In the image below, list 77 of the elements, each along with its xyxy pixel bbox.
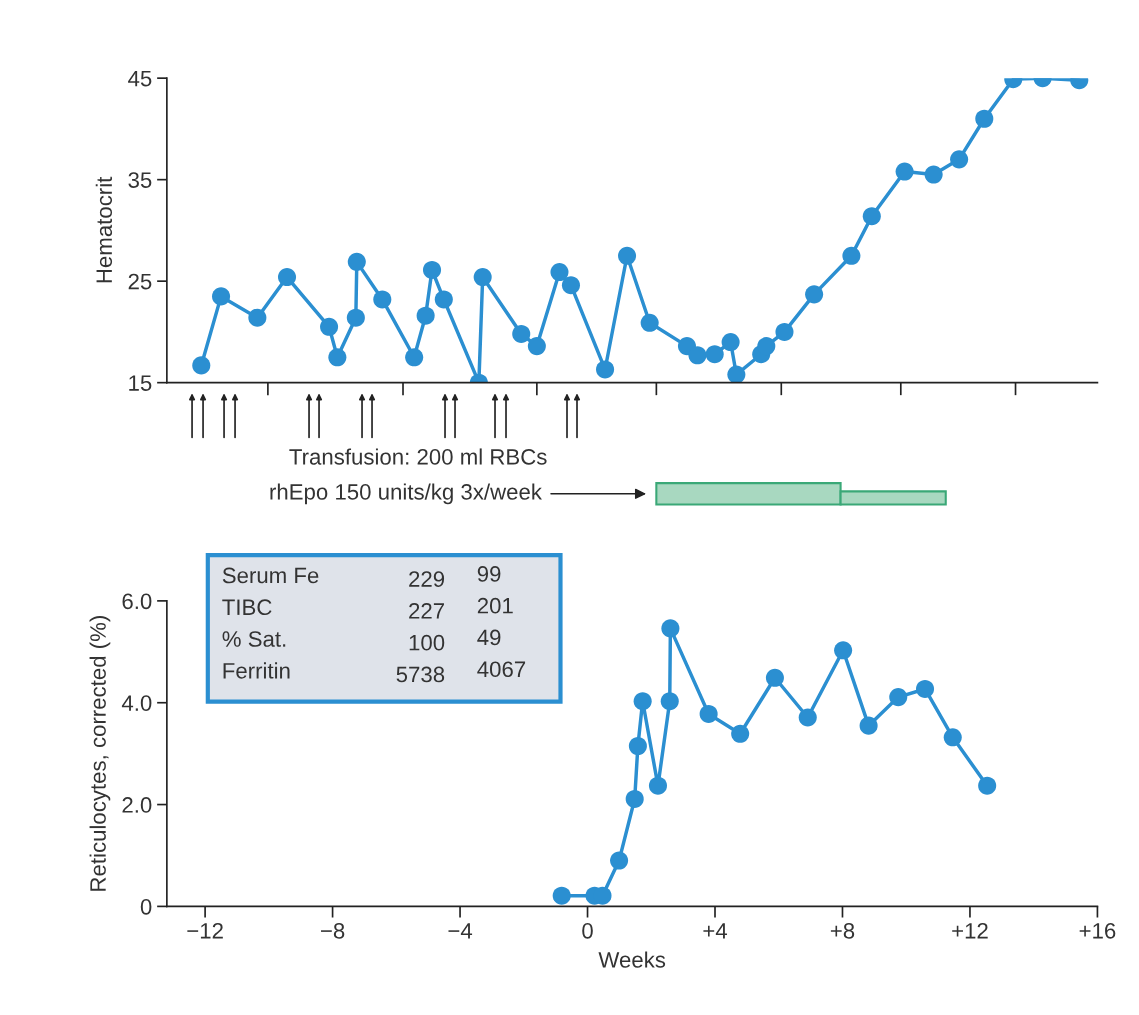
- y-tick-label: 2.0: [122, 797, 152, 813]
- point: [805, 285, 824, 304]
- y-tick-label: 45: [128, 70, 152, 87]
- point: [422, 260, 442, 280]
- point: [950, 150, 969, 169]
- point: [373, 290, 392, 309]
- point: [550, 262, 569, 282]
- point: [633, 692, 652, 711]
- point: [248, 308, 267, 327]
- point: [834, 641, 853, 660]
- x-tick-label: −4: [448, 923, 473, 939]
- point: [416, 306, 435, 325]
- point: [798, 708, 817, 727]
- point: [346, 308, 365, 327]
- point: [721, 333, 740, 352]
- y-tick-label: 6.0: [122, 593, 152, 610]
- point: [610, 851, 629, 870]
- point: [775, 322, 794, 341]
- x-tick-label: −12: [187, 922, 223, 939]
- text: Serum Fe 229 99: [222, 566, 501, 587]
- y-axis-title: Reticulocytes, corrected (%): [89, 616, 111, 891]
- point: [688, 346, 707, 365]
- text: Transfusion: 200 ml RBCs: [289, 448, 547, 465]
- point: [757, 337, 776, 356]
- x-axis-title: Weeks: [598, 951, 666, 968]
- point: [943, 728, 962, 747]
- point: [699, 704, 718, 723]
- x-tick-label: −8: [321, 922, 345, 939]
- point: [347, 252, 366, 271]
- point: [862, 207, 881, 226]
- x-tick-label: +8: [830, 922, 855, 939]
- point: [731, 724, 750, 743]
- point: [661, 619, 680, 638]
- text: rhEpo 150 units/kg 3x/week: [270, 483, 542, 505]
- point: [978, 776, 997, 795]
- point: [328, 348, 347, 367]
- text: TIBC 227 201: [222, 597, 513, 619]
- y-tick-label: 15: [129, 375, 152, 391]
- y-axis-title: Hematocrit: [95, 176, 113, 283]
- point: [561, 276, 580, 295]
- point: [618, 246, 637, 265]
- point: [625, 789, 644, 808]
- point: [640, 313, 659, 332]
- point: [842, 246, 861, 265]
- point: [859, 716, 878, 735]
- point: [628, 736, 647, 756]
- point: [434, 290, 453, 309]
- point: [889, 688, 908, 707]
- y-tick-label: 35: [128, 172, 152, 188]
- point: [212, 287, 231, 306]
- x-tick-label: +12: [952, 922, 988, 939]
- point: [765, 668, 784, 687]
- x-tick-label: +4: [703, 923, 728, 939]
- point: [895, 162, 914, 181]
- point: [527, 337, 546, 356]
- point: [705, 345, 724, 364]
- y-tick-label: 0: [140, 898, 152, 915]
- point: [473, 268, 492, 287]
- point: [924, 165, 943, 184]
- x-tick-label: 0: [582, 922, 593, 939]
- point: [277, 268, 297, 287]
- x-tick-label: +16: [1079, 922, 1116, 939]
- point: [660, 692, 679, 711]
- y-tick-label: 4.0: [121, 695, 152, 711]
- point: [552, 886, 571, 905]
- y-tick-label: 25: [128, 273, 152, 290]
- point: [320, 317, 339, 336]
- text: Ferritin 5738 4067: [223, 661, 526, 683]
- text: % Sat. 100 49: [222, 629, 501, 651]
- point: [596, 360, 615, 379]
- point: [915, 679, 935, 698]
- point: [727, 365, 746, 383]
- point: [512, 324, 531, 343]
- point: [405, 348, 424, 367]
- point: [192, 356, 211, 375]
- point: [648, 776, 667, 795]
- point: [975, 109, 994, 128]
